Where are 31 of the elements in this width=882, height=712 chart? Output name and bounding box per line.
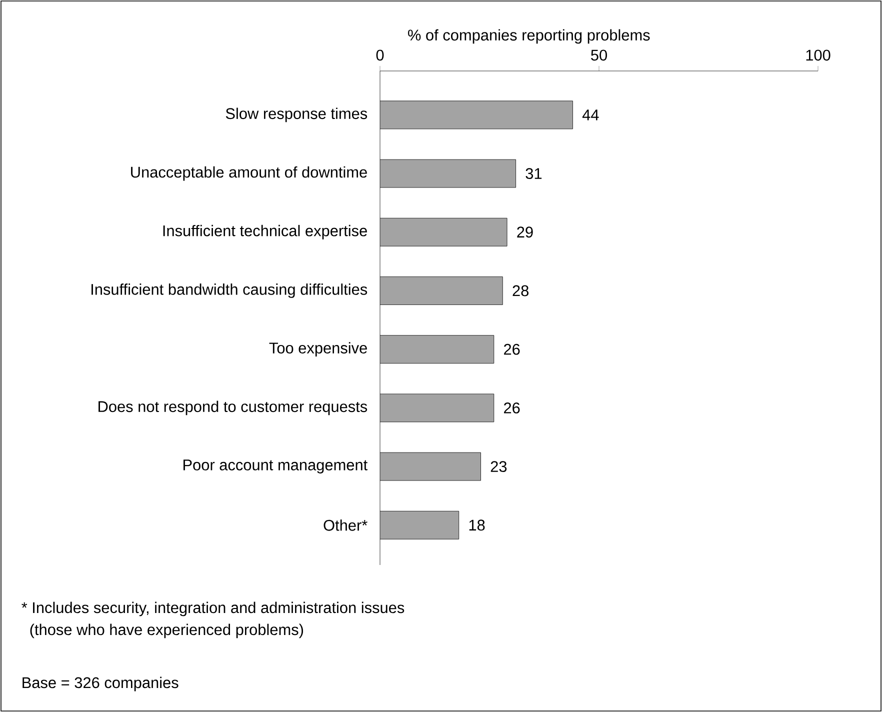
- y-tick-label: Poor account management: [184, 460, 368, 474]
- x-axis-title: % of companies reporting problems: [408, 29, 650, 44]
- data-label: 23: [490, 461, 507, 472]
- y-tick-label: Unacceptable amount of downtime: [131, 166, 367, 181]
- y-tick-label: Does not respond to customer requests: [98, 400, 368, 416]
- text: Base = 326 companies: [22, 676, 178, 692]
- data-label: 29: [517, 226, 533, 238]
- bar: [380, 335, 494, 364]
- text: (those who have experienced problems): [30, 624, 304, 638]
- x-tick-label: 100: [806, 50, 830, 61]
- y-tick-label: Other*: [324, 519, 368, 531]
- y-tick-label: Insufficient bandwidth causing difficulties: [92, 284, 368, 298]
- data-label: 28: [512, 285, 528, 296]
- data-label: 44: [582, 110, 599, 120]
- bar: [380, 100, 573, 130]
- y-tick-label: Insufficient technical expertise: [163, 224, 367, 240]
- text: * Includes security, integration and administration issues: [22, 602, 404, 616]
- bar: [380, 394, 494, 422]
- bar: [380, 452, 481, 481]
- data-label: 26: [504, 402, 520, 414]
- bar: [380, 218, 508, 246]
- y-tick-label: Too expensive: [269, 342, 367, 357]
- bar: [380, 510, 460, 540]
- bar: [380, 276, 503, 305]
- x-tick-label: 50: [591, 50, 607, 61]
- data-label: 18: [469, 520, 485, 531]
- data-label: 31: [526, 168, 542, 180]
- x-tick-label: 0: [376, 50, 384, 61]
- y-tick-label: Slow response times: [226, 108, 368, 122]
- data-label: 26: [504, 344, 520, 355]
- bar: [380, 159, 516, 188]
